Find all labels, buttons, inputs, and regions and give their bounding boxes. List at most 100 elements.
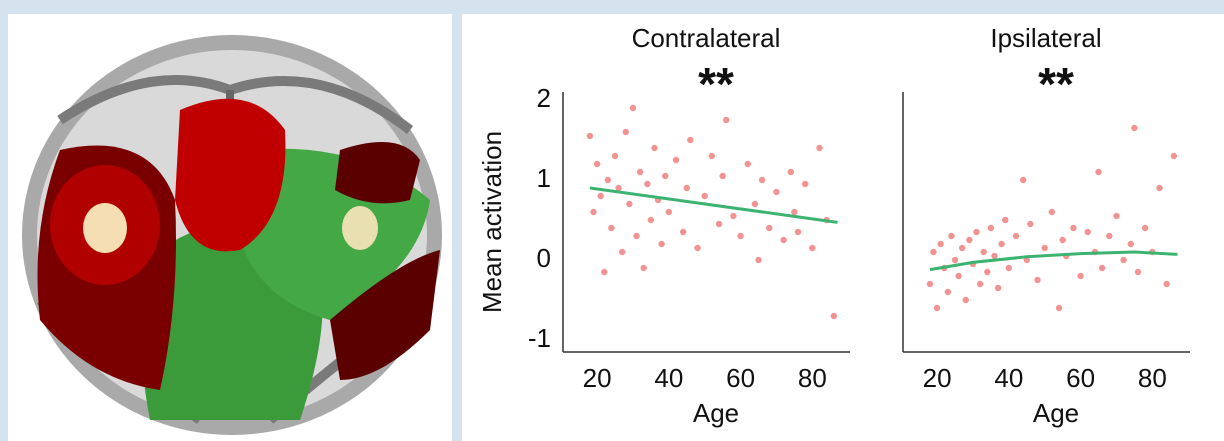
- data-point: [680, 229, 686, 235]
- x-tick-label: 20: [923, 363, 952, 393]
- data-point: [666, 209, 672, 215]
- data-point: [966, 237, 972, 243]
- data-point: [633, 233, 639, 239]
- data-point: [1070, 225, 1076, 231]
- x-tick-label: 40: [654, 363, 683, 393]
- data-point: [1120, 257, 1126, 263]
- data-point: [723, 117, 729, 123]
- data-point: [605, 177, 611, 183]
- data-point: [612, 153, 618, 159]
- data-point: [755, 257, 761, 263]
- data-point: [995, 285, 1001, 291]
- data-point: [766, 225, 772, 231]
- data-point: [1171, 153, 1177, 159]
- x-tick-label: 60: [1066, 363, 1095, 393]
- data-point: [973, 229, 979, 235]
- data-point: [959, 245, 965, 251]
- data-point: [694, 245, 700, 251]
- data-point: [1135, 269, 1141, 275]
- data-point: [930, 249, 936, 255]
- chart-title: Contralateral: [632, 23, 781, 53]
- y-axis-label: Mean activation: [477, 131, 507, 313]
- x-tick-label: 60: [726, 363, 755, 393]
- data-point: [1056, 305, 1062, 311]
- data-point: [977, 281, 983, 287]
- data-point: [945, 289, 951, 295]
- x-axis-label: Age: [1033, 398, 1079, 428]
- data-point: [780, 237, 786, 243]
- data-point: [608, 225, 614, 231]
- data-point: [630, 105, 636, 111]
- data-point: [952, 257, 958, 263]
- data-point: [716, 221, 722, 227]
- data-point: [1142, 225, 1148, 231]
- data-point: [673, 157, 679, 163]
- figure: Contralateral ** Age Mean activation Ips…: [0, 0, 1224, 441]
- data-point: [1077, 273, 1083, 279]
- data-point: [1113, 213, 1119, 219]
- data-point: [1106, 233, 1112, 239]
- data-point: [831, 313, 837, 319]
- x-tick-label: 40: [994, 363, 1023, 393]
- data-point: [637, 169, 643, 175]
- data-point: [1049, 209, 1055, 215]
- y-tick-label: 1: [537, 163, 551, 193]
- data-point: [788, 169, 794, 175]
- data-point: [809, 245, 815, 251]
- data-point: [752, 201, 758, 207]
- data-point: [1034, 277, 1040, 283]
- data-point: [1013, 233, 1019, 239]
- data-point: [1042, 245, 1048, 251]
- data-point: [651, 145, 657, 151]
- data-point: [955, 273, 961, 279]
- data-point: [644, 181, 650, 187]
- data-point: [658, 241, 664, 247]
- data-point: [1099, 265, 1105, 271]
- data-point: [623, 129, 629, 135]
- data-point: [1020, 177, 1026, 183]
- x-tick-label: 20: [583, 363, 612, 393]
- x-tick-label: 80: [798, 363, 827, 393]
- data-point: [802, 181, 808, 187]
- y-tick-label: 0: [537, 243, 551, 273]
- data-point: [1027, 221, 1033, 227]
- data-point: [709, 153, 715, 159]
- y-tick-label: -1: [528, 323, 551, 353]
- data-point: [927, 281, 933, 287]
- data-point: [963, 297, 969, 303]
- data-point: [719, 173, 725, 179]
- data-point: [745, 161, 751, 167]
- data-point: [687, 137, 693, 143]
- data-point: [597, 193, 603, 199]
- data-point: [991, 253, 997, 259]
- data-point: [648, 217, 654, 223]
- y-tick-label: 2: [537, 83, 551, 113]
- data-point: [1163, 281, 1169, 287]
- x-tick-label: 80: [1138, 363, 1167, 393]
- data-point: [1128, 241, 1134, 247]
- data-point: [816, 145, 822, 151]
- data-point: [662, 173, 668, 179]
- data-point: [587, 133, 593, 139]
- data-point: [759, 177, 765, 183]
- data-point: [737, 233, 743, 239]
- data-point: [619, 249, 625, 255]
- data-point: [730, 213, 736, 219]
- significance: **: [698, 58, 734, 110]
- data-point: [937, 241, 943, 247]
- data-point: [984, 269, 990, 275]
- data-point: [641, 265, 647, 271]
- data-point: [998, 241, 1004, 247]
- significance: **: [1038, 58, 1074, 110]
- data-point: [791, 209, 797, 215]
- data-point: [590, 209, 596, 215]
- data-point: [702, 193, 708, 199]
- data-point: [988, 225, 994, 231]
- data-point: [795, 229, 801, 235]
- data-point: [1006, 265, 1012, 271]
- data-point: [1131, 125, 1137, 131]
- data-point: [594, 161, 600, 167]
- data-point: [1002, 217, 1008, 223]
- data-point: [626, 201, 632, 207]
- chart-title: Ipsilateral: [990, 23, 1101, 53]
